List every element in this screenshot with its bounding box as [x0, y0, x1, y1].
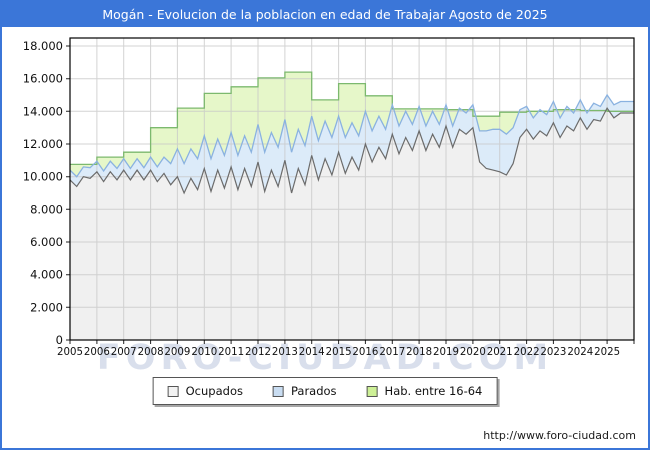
svg-text:2023: 2023 [540, 347, 566, 358]
chart-legend: Ocupados Parados Hab. entre 16-64 [152, 377, 498, 405]
title-bar: Mogán - Evolucion de la poblacion en eda… [2, 2, 648, 27]
svg-text:2005: 2005 [57, 347, 83, 358]
svg-text:2011: 2011 [218, 347, 244, 358]
svg-text:2012: 2012 [245, 347, 271, 358]
parados-swatch-icon [272, 385, 284, 397]
legend-item-hab16-64: Hab. entre 16-64 [366, 384, 483, 398]
legend-item-parados: Parados [272, 384, 337, 398]
svg-text:2019: 2019 [433, 347, 459, 358]
svg-text:6.000: 6.000 [30, 235, 63, 249]
svg-text:2020: 2020 [460, 347, 486, 358]
svg-text:2018: 2018 [406, 347, 432, 358]
svg-text:18.000: 18.000 [23, 39, 63, 53]
source-url[interactable]: http://www.foro-ciudad.com [483, 429, 636, 442]
svg-text:14.000: 14.000 [23, 104, 63, 118]
legend-label-hab16-64: Hab. entre 16-64 [384, 384, 483, 398]
svg-text:10.000: 10.000 [23, 170, 63, 184]
chart-title: Mogán - Evolucion de la poblacion en eda… [102, 7, 548, 22]
hab16-64-swatch-icon [366, 385, 378, 397]
svg-text:12.000: 12.000 [23, 137, 63, 151]
ocupados-swatch-icon [167, 385, 179, 397]
svg-text:0: 0 [56, 333, 63, 347]
svg-text:2008: 2008 [138, 347, 164, 358]
svg-text:2009: 2009 [164, 347, 190, 358]
legend-label-ocupados: Ocupados [185, 384, 243, 398]
svg-text:2022: 2022 [514, 347, 540, 358]
svg-text:2021: 2021 [487, 347, 513, 358]
svg-text:2013: 2013 [272, 347, 298, 358]
svg-text:2017: 2017 [379, 347, 405, 358]
svg-text:2014: 2014 [299, 347, 325, 358]
svg-text:8.000: 8.000 [30, 202, 63, 216]
svg-text:2.000: 2.000 [30, 300, 63, 314]
svg-text:4.000: 4.000 [30, 268, 63, 282]
svg-text:2007: 2007 [111, 347, 137, 358]
svg-text:2010: 2010 [191, 347, 217, 358]
svg-text:16.000: 16.000 [23, 72, 63, 86]
svg-text:2006: 2006 [84, 347, 110, 358]
svg-text:2025: 2025 [594, 347, 620, 358]
svg-text:2024: 2024 [567, 347, 593, 358]
svg-text:2016: 2016 [352, 347, 378, 358]
legend-label-parados: Parados [290, 384, 337, 398]
watermark-text: FORO-CIUDAD.COM [96, 338, 554, 378]
legend-item-ocupados: Ocupados [167, 384, 243, 398]
svg-text:2015: 2015 [326, 347, 352, 358]
